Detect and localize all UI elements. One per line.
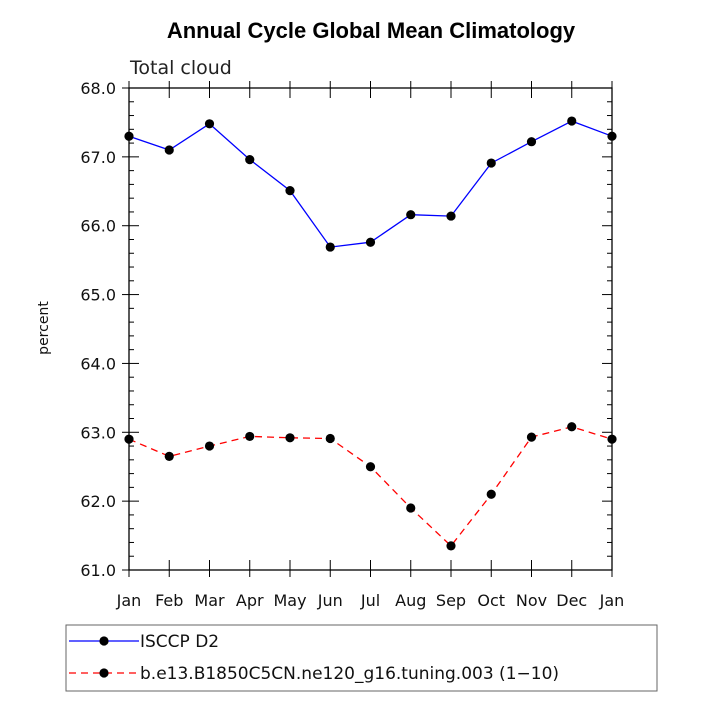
chart-title: Annual Cycle Global Mean Climatology	[167, 18, 576, 43]
chart-subtitle: Total cloud	[129, 57, 232, 79]
y-tick-labels: 61.0 62.0 63.0 64.0 65.0 66.0 67.0 68.0	[80, 79, 116, 580]
y-tick-label: 61.0	[80, 561, 116, 580]
data-point	[446, 211, 456, 221]
series-layer	[124, 116, 617, 551]
data-point	[567, 422, 577, 432]
x-tick-label: Apr	[236, 591, 264, 610]
data-point	[526, 137, 537, 147]
legend-marker	[99, 636, 109, 646]
series-line-1	[128, 426, 613, 547]
data-point	[204, 119, 215, 129]
x-tick-label: Aug	[395, 591, 426, 610]
x-tick-label: May	[273, 591, 306, 610]
series-line-0	[128, 120, 613, 248]
y-tick-label: 65.0	[80, 286, 116, 305]
legend-label: b.e13.B1850C5CN.ne120_g16.tuning.003 (1−…	[140, 664, 559, 684]
x-tick-label: Feb	[155, 591, 183, 610]
data-point	[526, 432, 537, 442]
legend-marker	[99, 668, 109, 678]
data-point	[164, 451, 174, 461]
x-tick-label: Sep	[436, 591, 466, 610]
y-tick-label: 63.0	[80, 423, 116, 442]
data-point	[365, 462, 376, 472]
x-tick-label: Jan	[599, 591, 625, 610]
x-tick-label: Jul	[360, 591, 380, 610]
data-point	[164, 145, 174, 155]
y-tick-label: 67.0	[80, 148, 116, 167]
data-point	[325, 242, 335, 252]
x-tick-label: Jan	[116, 591, 142, 610]
data-point	[245, 431, 255, 442]
legend-label: ISCCP D2	[140, 632, 219, 652]
x-tick-label: Dec	[556, 591, 587, 610]
data-point	[285, 185, 295, 196]
plot-frame	[128, 87, 613, 571]
data-point	[406, 210, 416, 220]
axis-ticks	[122, 81, 613, 577]
data-point	[406, 503, 416, 513]
data-point	[285, 433, 295, 443]
legend-box	[65, 624, 658, 692]
data-point	[486, 158, 496, 168]
x-tick-label: Jun	[317, 591, 343, 610]
data-point	[567, 116, 577, 126]
y-axis-label: percent	[36, 301, 52, 355]
x-tick-labels: Jan Feb Mar Apr May Jun Jul Aug Sep Oct Nov Dec Jan	[116, 591, 625, 610]
x-tick-label: Mar	[194, 591, 225, 610]
data-point	[325, 433, 335, 444]
y-tick-label: 66.0	[80, 217, 116, 236]
x-tick-label: Oct	[477, 591, 505, 610]
data-point	[446, 541, 456, 551]
y-tick-label: 68.0	[80, 79, 116, 98]
data-point	[204, 441, 215, 451]
y-tick-label: 62.0	[80, 492, 116, 511]
data-point	[365, 237, 376, 247]
legend: ISCCP D2 b.e13.B1850C5CN.ne120_g16.tuning…	[69, 632, 559, 684]
y-tick-label: 64.0	[80, 354, 116, 373]
x-tick-label: Nov	[516, 591, 547, 610]
data-point	[486, 489, 496, 499]
data-point	[245, 155, 255, 165]
